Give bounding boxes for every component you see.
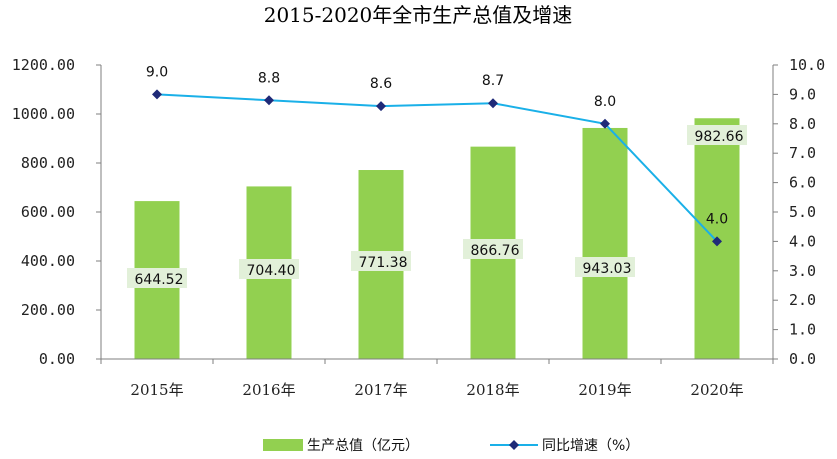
x-tick-label-5: 2020年 (690, 381, 743, 399)
bar-data-label-1: 704.40 (247, 263, 296, 279)
left-tick-label-4: 800.00 (21, 154, 75, 172)
line-data-label-3: 8.7 (482, 73, 504, 89)
line-point-2 (376, 101, 386, 112)
x-tick-label-3: 2018年 (466, 381, 519, 399)
right-tick-label-9: 9.0 (789, 85, 816, 103)
line-point-5 (712, 236, 722, 247)
bar-label-bg-0 (127, 268, 187, 288)
right-tick-label-7: 7.0 (789, 144, 816, 162)
bar-label-bg-4 (575, 257, 635, 277)
growth-line (156, 93, 718, 243)
legend: 生产总值（亿元） 同比增速（%） (263, 438, 639, 454)
left-tick-label-3: 600.00 (21, 203, 75, 221)
legend-line-label: 同比增速（%） (542, 438, 639, 454)
line-data-label-0: 9.0 (146, 64, 168, 80)
right-tick-label-2: 2.0 (789, 291, 816, 309)
line-point-0 (152, 89, 162, 100)
right-tick-label-1: 1.0 (789, 321, 816, 339)
bar-data-label-2: 771.38 (359, 255, 408, 271)
bar-label-bg-2 (351, 251, 411, 271)
x-tick-label-1: 2016年 (242, 381, 295, 399)
left-tick-label-2: 400.00 (21, 252, 75, 270)
line-data-label-5: 4.0 (706, 211, 728, 227)
chart-title: 2015-2020年全市生产总值及增速 (264, 3, 573, 27)
bar-label-bg-1 (239, 259, 299, 279)
legend-line-marker (509, 440, 519, 450)
right-tick-label-6: 6.0 (789, 174, 816, 192)
right-tick-label-8: 8.0 (789, 115, 816, 133)
line-data-label-1: 8.8 (258, 70, 280, 86)
line-point-4 (600, 118, 610, 129)
line-data-label-4: 8.0 (594, 94, 616, 110)
legend-bar-label: 生产总值（亿元） (307, 438, 419, 454)
left-tick-label-5: 1000.00 (12, 105, 75, 123)
right-tick-label-4: 4.0 (789, 232, 816, 250)
x-tick-label-4: 2019年 (578, 381, 631, 399)
axes-layer: 0.00 200.00 400.00 600.00 800.00 1000.00 1200.… (12, 56, 825, 399)
left-tick-label-0: 0.00 (39, 350, 75, 368)
bar-data-label-4: 943.03 (583, 261, 632, 277)
right-tick-label-10: 10.0 (789, 56, 825, 74)
bars-layer (134, 118, 740, 360)
left-tick-label-1: 200.00 (21, 301, 75, 319)
x-tick-label-2: 2017年 (354, 381, 407, 399)
line-point-1 (264, 95, 274, 106)
bar-data-label-5: 982.66 (695, 129, 744, 145)
bar-data-label-3: 866.76 (471, 243, 520, 259)
left-tick-label-6: 1200.00 (12, 56, 75, 74)
x-tick-label-0: 2015年 (130, 381, 183, 399)
line-layer (152, 89, 722, 247)
line-data-label-2: 8.6 (370, 76, 392, 92)
line-point-3 (488, 98, 498, 109)
bar-label-bg-5 (687, 125, 747, 145)
legend-bar-swatch (263, 439, 303, 451)
labels-layer: 9.0 8.8 8.6 8.7 8.0 4.0 644.52 704.40 771.38 866.… (127, 64, 747, 288)
right-tick-label-5: 5.0 (789, 203, 816, 221)
bar-data-label-0: 644.52 (135, 272, 184, 288)
right-tick-label-0: 0.0 (789, 350, 816, 368)
right-tick-label-3: 3.0 (789, 262, 816, 280)
bar-4 (582, 127, 628, 360)
bar-label-bg-3 (463, 239, 523, 259)
